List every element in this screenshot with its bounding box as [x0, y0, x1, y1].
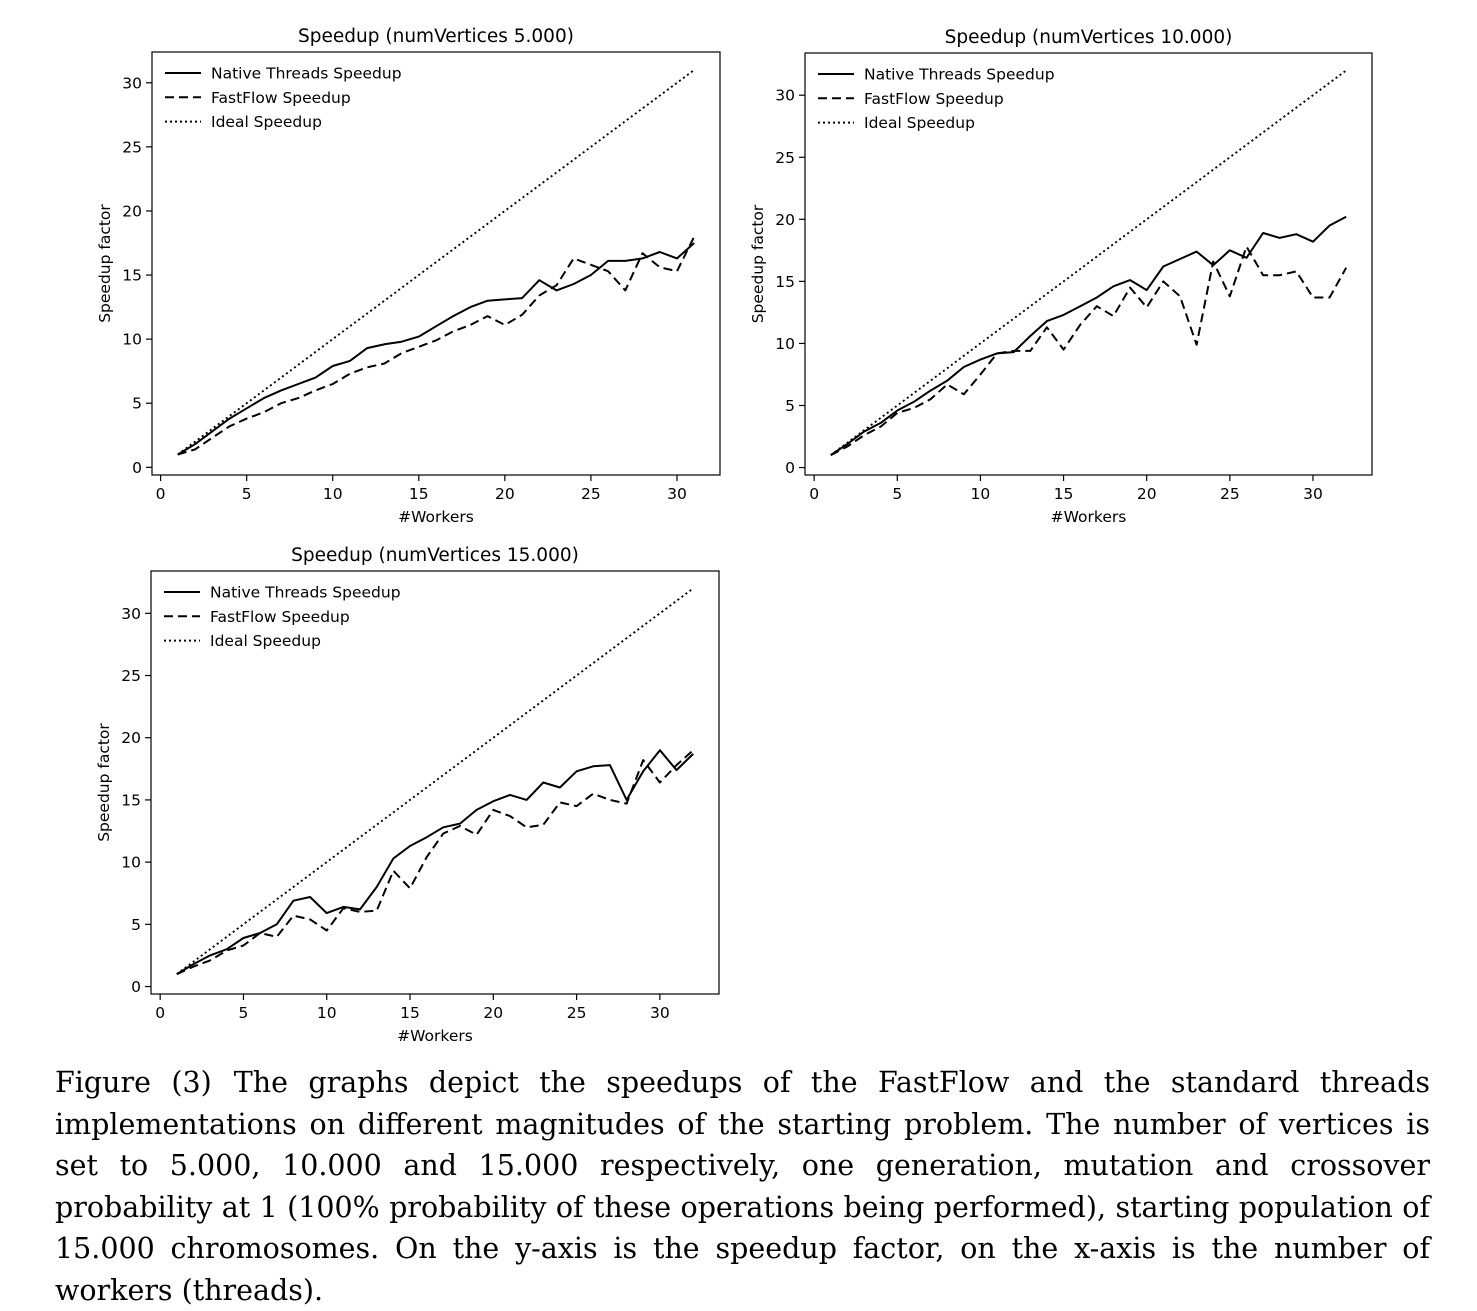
x-tick-label: 5: [239, 1004, 249, 1022]
x-tick-label: 0: [155, 1004, 165, 1022]
legend-label: FastFlow Speedup: [211, 89, 351, 107]
x-axis-label: #Workers: [398, 508, 474, 526]
speedup-chart-10000: Speedup (numVertices 10.000) 0 5 10 15 20 25 30…: [749, 27, 1373, 526]
series-line-fastflow-speedup: [176, 749, 694, 976]
x-tick-label: 30: [650, 1004, 670, 1022]
chart-svg: Speedup (numVertices 15.000) 0 5 10 15 20 25 30…: [95, 545, 720, 1045]
x-tick-label: 5: [892, 485, 902, 503]
series-line-fastflow-speedup: [177, 236, 696, 456]
chart-title: Speedup (numVertices 15.000): [291, 545, 579, 566]
y-tick-label: 25: [775, 149, 795, 167]
y-tick-label: 25: [121, 667, 141, 685]
x-tick-label: 20: [1137, 485, 1157, 503]
y-tick-label: 15: [122, 267, 142, 285]
y-tick-label: 25: [122, 138, 142, 156]
x-tick-label: 30: [1303, 485, 1323, 503]
x-tick-label: 30: [667, 485, 687, 503]
y-tick-label: 20: [775, 211, 795, 229]
plot-frame: [804, 52, 1373, 476]
y-axis-label: Speedup factor: [96, 204, 114, 323]
y-tick-label: 15: [775, 273, 795, 291]
y-tick-label: 30: [122, 74, 142, 92]
x-tick-label: 25: [567, 1004, 587, 1022]
x-tick-label: 25: [581, 485, 601, 503]
series-line-native-threads-speedup: [830, 215, 1347, 456]
legend-label: Ideal Speedup: [210, 632, 321, 650]
y-axis-label: Speedup factor: [95, 723, 113, 842]
x-tick-label: 0: [809, 485, 819, 503]
figure-label: Figure (3): [55, 1066, 212, 1099]
legend-label: Native Threads Speedup: [211, 65, 402, 83]
chart-svg: Speedup (numVertices 5.000) 0 5 10 15 20 25 30 0…: [96, 26, 721, 526]
figure-caption: Figure (3) The graphs depict the speedups…: [55, 1062, 1430, 1311]
y-tick-label: 30: [775, 87, 795, 105]
y-tick-label: 5: [131, 916, 141, 934]
plot-frame: [150, 570, 720, 995]
speedup-chart-15000: Speedup (numVertices 15.000) 0 5 10 15 20 25 30…: [95, 545, 720, 1045]
x-tick-label: 20: [483, 1004, 503, 1022]
y-tick-label: 20: [121, 729, 141, 747]
x-tick-label: 5: [242, 485, 252, 503]
series-line-native-threads-speedup: [176, 749, 694, 975]
y-axis-label: Speedup factor: [749, 204, 767, 323]
series-line-fastflow-speedup: [830, 245, 1348, 456]
series-line-ideal-speedup: [177, 69, 695, 456]
legend-label: FastFlow Speedup: [210, 608, 350, 626]
figure-caption-text: The graphs depict the speedups of the Fa…: [55, 1066, 1430, 1307]
series-line-ideal-speedup: [830, 69, 1347, 456]
x-tick-label: 25: [1220, 485, 1240, 503]
x-tick-label: 10: [971, 485, 991, 503]
y-tick-label: 5: [132, 395, 142, 413]
x-tick-label: 20: [495, 485, 515, 503]
y-tick-label: 0: [785, 459, 795, 477]
chart-svg: Speedup (numVertices 10.000) 0 5 10 15 20 25 30…: [749, 27, 1373, 526]
plot-frame: [151, 51, 721, 476]
y-tick-label: 30: [121, 605, 141, 623]
y-tick-label: 15: [121, 791, 141, 809]
y-tick-label: 0: [131, 978, 141, 996]
y-tick-label: 10: [121, 854, 141, 872]
series-line-native-threads-speedup: [177, 242, 695, 456]
x-tick-label: 10: [317, 1004, 337, 1022]
chart-title: Speedup (numVertices 5.000): [298, 26, 574, 47]
x-tick-label: 15: [400, 1004, 420, 1022]
speedup-chart-5000: Speedup (numVertices 5.000) 0 5 10 15 20 25 30 0…: [96, 26, 721, 526]
y-tick-label: 5: [785, 397, 795, 415]
legend-label: Ideal Speedup: [211, 113, 322, 131]
legend-label: Ideal Speedup: [864, 114, 975, 132]
x-tick-label: 0: [156, 485, 166, 503]
y-tick-label: 10: [122, 331, 142, 349]
chart-title: Speedup (numVertices 10.000): [945, 27, 1233, 48]
x-tick-label: 15: [1054, 485, 1074, 503]
x-axis-label: #Workers: [1051, 508, 1127, 526]
x-tick-label: 15: [409, 485, 429, 503]
y-tick-label: 20: [122, 202, 142, 220]
legend-label: Native Threads Speedup: [864, 66, 1055, 84]
y-tick-label: 10: [775, 335, 795, 353]
x-tick-label: 10: [323, 485, 343, 503]
y-tick-label: 0: [132, 459, 142, 477]
x-axis-label: #Workers: [397, 1027, 473, 1045]
legend-label: Native Threads Speedup: [210, 584, 401, 602]
legend-label: FastFlow Speedup: [864, 90, 1004, 108]
